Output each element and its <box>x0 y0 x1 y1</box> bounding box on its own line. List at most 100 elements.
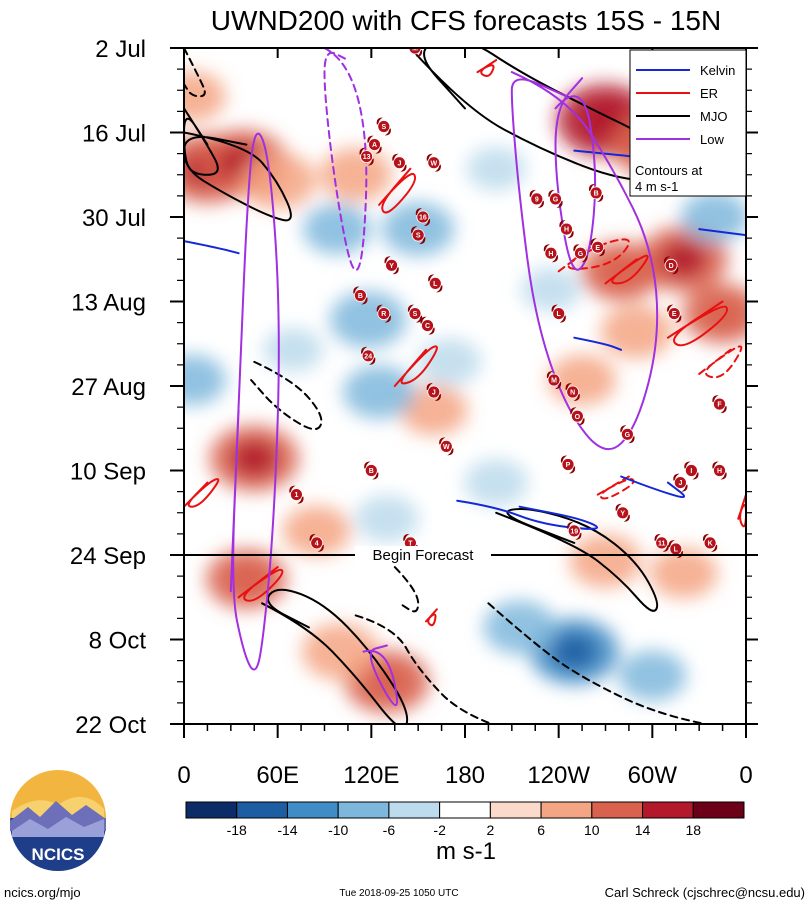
storm-dot <box>427 385 441 399</box>
ncics-logo: NCICS <box>10 770 106 871</box>
storm-marker-28: D <box>663 256 679 275</box>
anomaly-patch-23 <box>342 365 416 419</box>
colorbar-swatch-4 <box>388 801 441 819</box>
storm-marker-27: E <box>590 238 605 257</box>
storm-dot <box>667 307 681 321</box>
contour-mjo-9 <box>184 48 206 98</box>
storm-label: A <box>372 142 377 149</box>
colorbar-label-6: 6 <box>537 822 545 838</box>
legend: Kelvin ER MJO Low Contours at 4 m s-1 <box>629 49 747 197</box>
storm-dot <box>377 120 391 133</box>
contour-mjo-7 <box>250 360 323 431</box>
x-tick-label-3: 180 <box>445 762 485 789</box>
storm-marker-21: 9 <box>529 189 544 208</box>
contour-er-13 <box>666 300 729 347</box>
legend-box <box>629 49 747 197</box>
storm-dot <box>377 307 391 321</box>
storm-label: L <box>557 311 562 318</box>
colorbar-label-5: 2 <box>486 822 494 838</box>
colorbar-label-7: 10 <box>584 822 600 838</box>
contour-low-30 <box>554 77 597 271</box>
y-tick-label-3: 13 Aug <box>71 290 146 317</box>
storm-label: 24 <box>364 353 372 360</box>
legend-note-line2: 4 m s-1 <box>635 179 678 194</box>
legend-label-low: Low <box>700 132 724 147</box>
storm-label: E <box>672 311 677 318</box>
contour-low-32 <box>323 48 368 271</box>
storm-arm <box>426 153 441 172</box>
storm-marker-30: L <box>551 304 566 323</box>
storm-label: H <box>717 468 722 475</box>
storm-marker-44: Y <box>615 503 630 522</box>
storm-arm <box>668 540 683 558</box>
storm-label: J <box>397 160 401 167</box>
storm-dot <box>544 246 558 260</box>
contour-kelvin-26 <box>184 240 240 255</box>
storm-label: W <box>443 444 450 451</box>
storm-arm <box>684 461 699 480</box>
colorbar-label-0: -18 <box>227 822 247 838</box>
storm-label: Y <box>389 263 394 270</box>
colorbar-swatch-1 <box>236 801 288 819</box>
storm-dot <box>560 222 573 236</box>
storm-label: W <box>430 160 437 167</box>
x-tick-label-6: 0 <box>739 762 752 789</box>
storm-label: 19 <box>570 529 578 536</box>
storm-label: I <box>690 468 692 475</box>
y-tick-label-6: 24 Sep <box>70 543 146 570</box>
storm-arm <box>376 117 391 136</box>
x-tick-label-1: 60E <box>256 762 299 789</box>
storm-marker-32: N <box>565 383 580 401</box>
contour-er-16 <box>737 493 746 528</box>
storm-arm <box>428 274 443 293</box>
colorbar-units: m s-1 <box>436 838 496 865</box>
storm-dot <box>421 319 434 333</box>
storm-marker-36: I <box>684 461 699 480</box>
contour-er-20 <box>698 345 743 379</box>
storm-dot <box>428 276 442 290</box>
storm-marker-25: H <box>543 244 559 263</box>
storm-label: E <box>595 245 600 252</box>
storm-marker-8: Y <box>384 256 399 275</box>
storm-dot <box>664 258 678 272</box>
storm-dot <box>392 156 406 170</box>
storm-marker-20: W <box>439 437 454 456</box>
storm-dot <box>547 373 561 387</box>
colorbar-swatch-9 <box>642 801 694 819</box>
footer-right: Carl Schreck (cjschrec@ncsu.edu) <box>605 885 805 900</box>
colorbar-swatch-3 <box>337 801 390 819</box>
colorbar-swatch-0 <box>185 801 238 819</box>
storm-marker-5: W <box>426 153 441 172</box>
storm-arm <box>712 395 727 414</box>
storm-dot <box>408 48 422 55</box>
colorbar-label-3: -6 <box>383 822 396 838</box>
contour-er-18 <box>476 59 498 77</box>
storm-marker-26: G <box>573 244 588 263</box>
storm-marker-18: 4 <box>309 533 324 552</box>
contour-er-15 <box>237 566 284 602</box>
storm-label: H <box>564 227 569 234</box>
y-tick-label-1: 16 Jul <box>82 121 146 148</box>
anomaly-patch-18 <box>649 547 718 599</box>
storm-arm <box>361 346 376 365</box>
storm-marker-39: J <box>673 473 688 492</box>
colorbar-swatch-8 <box>591 801 644 819</box>
contour-er-12 <box>604 254 649 285</box>
anomaly-patch-4 <box>184 71 226 122</box>
colorbar-swatch-7 <box>540 801 593 819</box>
storm-dot <box>571 409 584 423</box>
anomaly-core-10 <box>701 297 744 331</box>
storm-marker-10: B <box>353 286 368 305</box>
legend-label-kelvin: Kelvin <box>700 63 735 78</box>
storm-arm <box>416 50 423 57</box>
storm-arm <box>364 461 379 480</box>
storm-arm <box>551 304 566 323</box>
storm-label: N <box>570 390 575 397</box>
contour-er-14 <box>184 478 220 508</box>
storm-label: Y <box>620 510 625 517</box>
y-tick-label-5: 10 Sep <box>70 459 146 486</box>
anomaly-core-12 <box>231 440 278 477</box>
contour-low-28 <box>229 132 280 671</box>
anomaly-patch-29 <box>417 338 482 386</box>
